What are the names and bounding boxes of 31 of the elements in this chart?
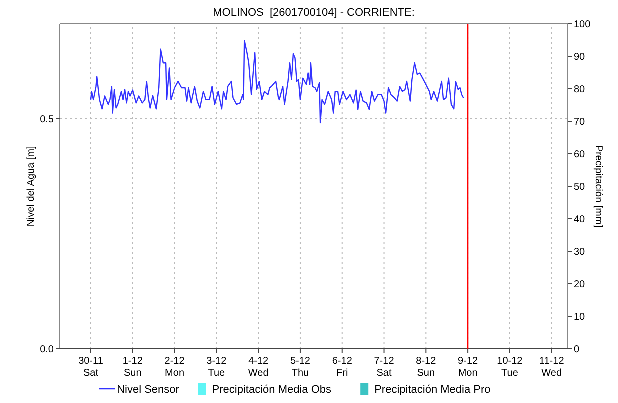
y-tick-label: 0.0 — [40, 344, 54, 356]
y2-tick-label: 70 — [574, 117, 586, 128]
x-tick-label: 6-12 Fri — [332, 356, 353, 379]
y2-tick-label: 100 — [574, 20, 592, 30]
x-tick-label: 11-12 Wed — [539, 356, 565, 379]
x-tick-label: 4-12 Wed — [248, 356, 270, 379]
x-tick-label: 7-12 Sat — [374, 356, 395, 379]
y-axis-title: Nivel del Agua [m] — [26, 146, 37, 227]
y2-tick-label: 60 — [574, 150, 586, 160]
y2-tick-label: 20 — [574, 280, 586, 290]
legend-label: Nivel Sensor — [117, 384, 180, 396]
y-tick-label: 0.5 — [40, 114, 54, 126]
legend-label: Precipitación Media Pro — [374, 384, 491, 396]
y2-tick-label: 50 — [574, 182, 586, 193]
x-tick-label: 2-12 Mon — [164, 356, 186, 379]
y2-tick-label: 90 — [574, 52, 586, 63]
legend-label: Precipitación Media Obs — [212, 384, 332, 396]
y2-axis-title: Precipitación [mm] — [593, 145, 604, 228]
x-tick-label: 9-12 Mon — [458, 356, 479, 379]
x-tick-label: 10-12 Tue — [497, 356, 524, 379]
x-tick-label: 5-12 Thu — [290, 356, 311, 379]
x-tick-label: 30-11 Sat — [78, 356, 104, 379]
x-tick-label: 3-12 Tue — [206, 356, 228, 379]
x-tick-label: 8-12 Sun — [416, 356, 437, 379]
y2-tick-label: 0 — [574, 344, 580, 356]
x-tick-label: 1-12 Sun — [122, 356, 144, 379]
y2-tick-label: 10 — [574, 312, 586, 323]
y2-tick-label: 40 — [574, 214, 586, 226]
y2-tick-label: 30 — [574, 247, 586, 258]
y2-tick-label: 80 — [574, 84, 586, 96]
chart-title: MOLINOS [2601700104] - CORRIENTE: — [213, 7, 415, 19]
